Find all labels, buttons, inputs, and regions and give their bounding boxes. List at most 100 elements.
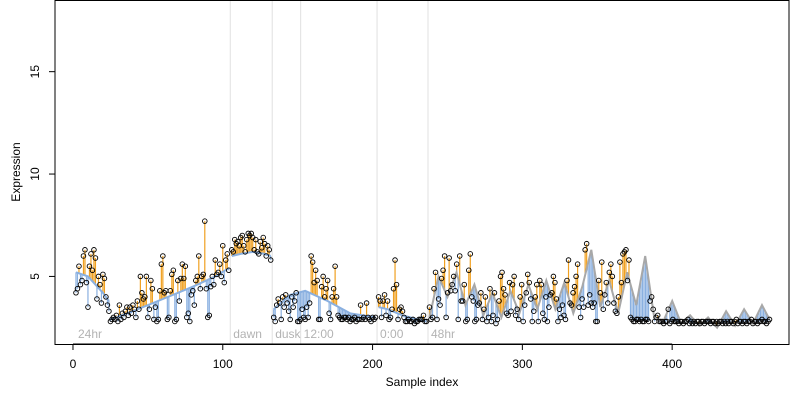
data-point bbox=[89, 267, 96, 274]
data-point bbox=[387, 314, 394, 321]
data-point bbox=[624, 277, 631, 284]
data-point bbox=[181, 275, 187, 282]
data-point bbox=[603, 279, 610, 286]
data-point bbox=[466, 267, 472, 274]
data-point bbox=[543, 294, 549, 300]
data-point bbox=[220, 242, 226, 249]
data-point bbox=[431, 285, 437, 292]
data-point bbox=[372, 314, 379, 321]
data-point bbox=[512, 312, 519, 319]
data-point bbox=[559, 302, 566, 308]
data-point bbox=[267, 257, 274, 263]
data-point bbox=[487, 285, 493, 292]
data-point bbox=[508, 308, 514, 314]
fit-line bbox=[428, 249, 771, 330]
data-point bbox=[312, 267, 319, 274]
data-point bbox=[450, 273, 457, 280]
data-point bbox=[203, 285, 210, 292]
data-point bbox=[309, 259, 316, 265]
data-point bbox=[423, 318, 430, 325]
data-point bbox=[574, 261, 581, 267]
data-point bbox=[170, 267, 177, 274]
data-point bbox=[276, 300, 283, 306]
data-point bbox=[182, 263, 189, 269]
data-point bbox=[104, 302, 111, 308]
data-point bbox=[515, 316, 522, 323]
data-point bbox=[592, 318, 599, 325]
data-point bbox=[76, 263, 82, 269]
data-point bbox=[333, 294, 340, 300]
data-point bbox=[650, 306, 656, 312]
marker-label: dusk bbox=[275, 327, 301, 341]
data-point bbox=[529, 318, 536, 325]
data-point bbox=[420, 312, 427, 319]
data-point bbox=[426, 304, 433, 310]
data-point bbox=[215, 269, 222, 276]
data-point bbox=[317, 316, 323, 323]
data-point bbox=[582, 247, 588, 253]
data-point bbox=[88, 251, 94, 257]
data-point bbox=[599, 259, 605, 265]
fit-line bbox=[273, 289, 376, 319]
data-point bbox=[611, 300, 617, 306]
data-point bbox=[606, 269, 613, 276]
x-tick-label: 200 bbox=[363, 357, 383, 371]
data-point bbox=[605, 300, 611, 306]
data-point bbox=[324, 277, 331, 284]
start-label: 24hr bbox=[78, 327, 102, 341]
data-point bbox=[190, 288, 196, 294]
data-point bbox=[389, 306, 395, 312]
data-point bbox=[488, 318, 495, 325]
data-point bbox=[176, 298, 183, 304]
data-point bbox=[173, 316, 180, 323]
data-point bbox=[383, 312, 389, 319]
marker-label: dawn bbox=[233, 327, 262, 341]
data-point bbox=[381, 292, 388, 298]
data-point bbox=[103, 294, 109, 300]
data-point bbox=[546, 304, 552, 310]
data-point bbox=[549, 290, 555, 296]
data-point bbox=[185, 310, 192, 317]
data-point bbox=[452, 288, 458, 294]
data-point bbox=[242, 249, 248, 255]
y-tick-label: 10 bbox=[28, 167, 42, 181]
data-point bbox=[92, 255, 99, 261]
data-point bbox=[485, 314, 492, 321]
data-point bbox=[287, 316, 293, 323]
data-point bbox=[393, 281, 400, 288]
data-point bbox=[600, 306, 607, 312]
data-point bbox=[564, 277, 570, 284]
data-point bbox=[626, 257, 632, 263]
marker-label: 0:00 bbox=[380, 327, 404, 341]
data-point bbox=[378, 314, 385, 321]
data-point bbox=[502, 292, 508, 298]
data-point bbox=[263, 253, 269, 259]
data-point bbox=[390, 285, 397, 292]
time-labels: dawn dusk 12:00 0:00 48hr 24hr bbox=[78, 327, 455, 341]
data-point bbox=[573, 273, 579, 280]
data-point bbox=[591, 300, 597, 306]
data-point bbox=[479, 316, 486, 323]
data-point bbox=[166, 314, 172, 321]
data-point bbox=[583, 240, 590, 247]
data-point bbox=[586, 292, 593, 298]
data-point bbox=[326, 310, 332, 317]
data-point bbox=[432, 269, 439, 276]
time-markers bbox=[229, 1, 429, 344]
data-point bbox=[429, 314, 436, 321]
data-point bbox=[481, 306, 487, 312]
data-point bbox=[86, 263, 93, 269]
data-point bbox=[288, 294, 295, 300]
data-point bbox=[571, 283, 578, 290]
data-point bbox=[278, 316, 284, 323]
data-point bbox=[318, 283, 325, 290]
data-point bbox=[455, 316, 461, 323]
data-point bbox=[252, 236, 259, 243]
data-point bbox=[665, 306, 672, 312]
data-point bbox=[240, 242, 247, 249]
data-point bbox=[139, 290, 145, 296]
data-point bbox=[285, 308, 292, 314]
data-point bbox=[461, 281, 467, 288]
data-point bbox=[121, 314, 127, 321]
